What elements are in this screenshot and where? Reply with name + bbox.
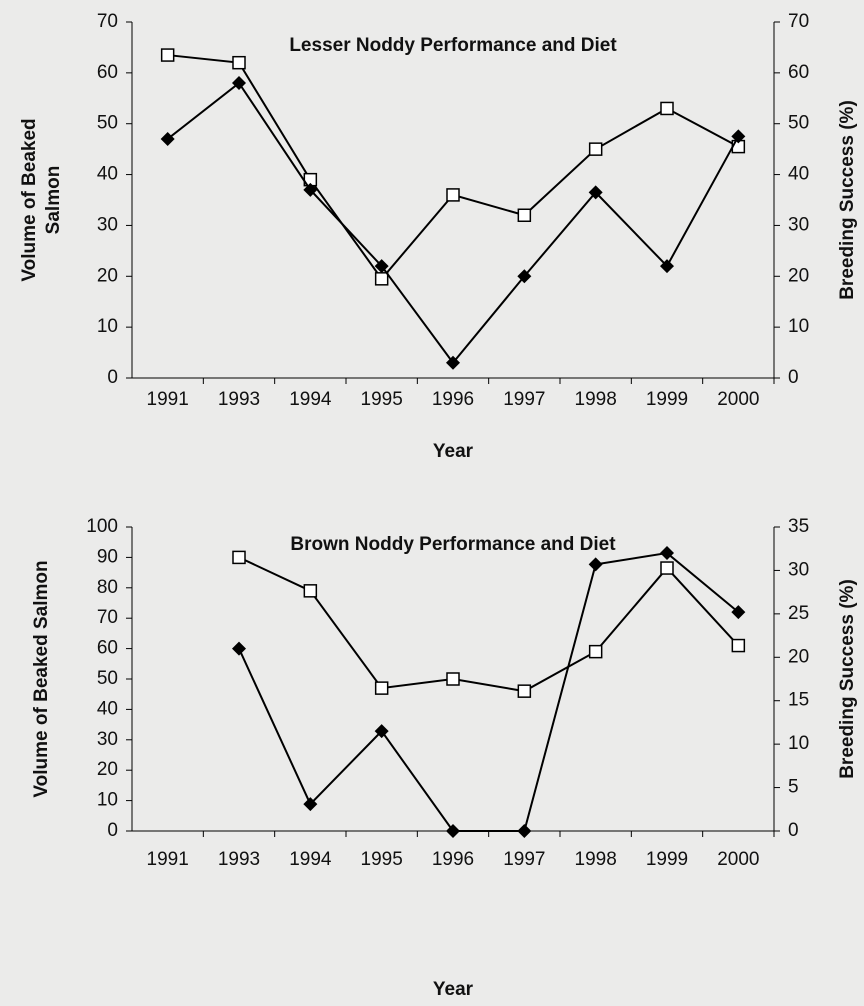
x-tick-label: 1996 (432, 389, 474, 410)
x-tick-label: 1994 (289, 849, 332, 870)
y-axis-title: Volume of Beaked Salmon (31, 560, 52, 797)
y-axis-title: Salmon (43, 166, 64, 235)
y-tick-label: 50 (97, 113, 118, 134)
y2-tick-label: 70 (788, 11, 809, 32)
y-tick-label: 60 (97, 638, 118, 659)
point (374, 724, 389, 739)
point (303, 584, 318, 598)
y2-tick-label: 0 (788, 367, 799, 388)
point (517, 824, 532, 838)
y-tick-label: 0 (107, 367, 118, 388)
x-axis-title: Year (433, 441, 474, 462)
series-line (238, 556, 740, 693)
point (588, 142, 603, 156)
y2-tick-label: 25 (788, 603, 809, 624)
y-tick-label: 60 (97, 62, 118, 83)
y-tick-label: 10 (97, 790, 118, 811)
point (660, 546, 674, 561)
point (160, 48, 175, 62)
point (588, 557, 603, 572)
point (517, 684, 532, 698)
y-tick-label: 100 (86, 516, 118, 537)
series-line (167, 54, 739, 281)
point (232, 55, 246, 70)
y-axis-title: Volume of Beaked (19, 118, 40, 281)
point (160, 131, 175, 146)
point (232, 550, 246, 565)
series-line (238, 551, 739, 832)
x-tick-label: 2000 (717, 849, 759, 870)
y-tick-label: 80 (97, 577, 118, 598)
series-line (167, 81, 740, 365)
point (232, 641, 246, 656)
y2-axis-title: Breeding Success (%) (837, 579, 858, 779)
point (446, 824, 460, 838)
x-tick-label: 1998 (575, 389, 617, 410)
x-tick-label: 1997 (503, 849, 545, 870)
point (374, 272, 389, 286)
x-tick-label: 1997 (503, 389, 545, 410)
y2-tick-label: 5 (788, 777, 799, 798)
x-tick-label: 1993 (218, 849, 260, 870)
x-tick-label: 1994 (289, 389, 332, 410)
y2-tick-label: 10 (788, 316, 809, 337)
y2-tick-label: 15 (788, 690, 809, 711)
y2-tick-label: 50 (788, 113, 809, 134)
point (303, 797, 318, 812)
x-tick-label: 1999 (646, 389, 688, 410)
point (374, 681, 389, 695)
point (446, 672, 460, 686)
x-tick-label: 1996 (432, 849, 474, 870)
point (374, 259, 389, 274)
x-tick-label: 1999 (646, 849, 688, 870)
x-tick-label: 1998 (575, 849, 617, 870)
point (446, 188, 460, 202)
y2-tick-label: 35 (788, 516, 809, 537)
y2-tick-label: 20 (788, 265, 809, 286)
y2-tick-label: 30 (788, 214, 809, 235)
y-tick-label: 20 (97, 265, 118, 286)
x-tick-label: 2000 (717, 389, 759, 410)
x-tick-label: 1995 (361, 849, 403, 870)
y-tick-label: 50 (97, 668, 118, 689)
point (517, 269, 532, 284)
chart-title: Lesser Noddy Performance and Diet (289, 35, 617, 56)
y-tick-label: 30 (97, 729, 118, 750)
point (660, 101, 674, 116)
y-tick-label: 40 (97, 164, 118, 185)
point (232, 76, 246, 91)
y-tick-label: 70 (97, 11, 118, 32)
y2-tick-label: 40 (788, 164, 809, 185)
y2-tick-label: 10 (788, 733, 809, 754)
y2-tick-label: 20 (788, 646, 809, 667)
y-tick-label: 20 (97, 759, 118, 780)
point (731, 605, 746, 620)
point (731, 638, 746, 653)
y-tick-label: 30 (97, 214, 118, 235)
x-tick-label: 1995 (361, 389, 403, 410)
x-axis-title: Year (433, 979, 474, 1000)
point (660, 561, 674, 575)
point (446, 355, 460, 370)
y2-tick-label: 60 (788, 62, 809, 83)
point (517, 208, 532, 223)
y2-axis-title: Breeding Success (%) (837, 100, 858, 300)
x-tick-label: 1991 (147, 389, 189, 410)
y-tick-label: 70 (97, 607, 118, 628)
point (588, 185, 603, 200)
y-tick-label: 90 (97, 546, 118, 567)
x-tick-label: 1993 (218, 389, 260, 410)
chart-title: Brown Noddy Performance and Diet (290, 534, 616, 555)
point (303, 182, 318, 197)
y-tick-label: 40 (97, 698, 118, 719)
point (588, 644, 603, 659)
point (660, 259, 674, 274)
point (731, 129, 746, 144)
y2-tick-label: 0 (788, 820, 799, 841)
y2-tick-label: 30 (788, 559, 809, 580)
y-tick-label: 10 (97, 316, 118, 337)
y-tick-label: 0 (107, 820, 118, 841)
x-tick-label: 1991 (147, 849, 189, 870)
